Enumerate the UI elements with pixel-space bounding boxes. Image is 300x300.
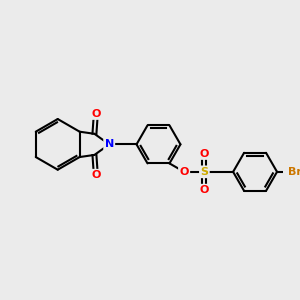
Text: O: O <box>200 185 209 195</box>
Text: S: S <box>200 167 208 177</box>
Text: O: O <box>200 148 209 158</box>
Text: O: O <box>91 170 101 180</box>
Text: N: N <box>105 140 114 149</box>
Text: O: O <box>179 167 189 177</box>
Text: O: O <box>91 109 101 118</box>
Text: Br: Br <box>288 167 300 177</box>
